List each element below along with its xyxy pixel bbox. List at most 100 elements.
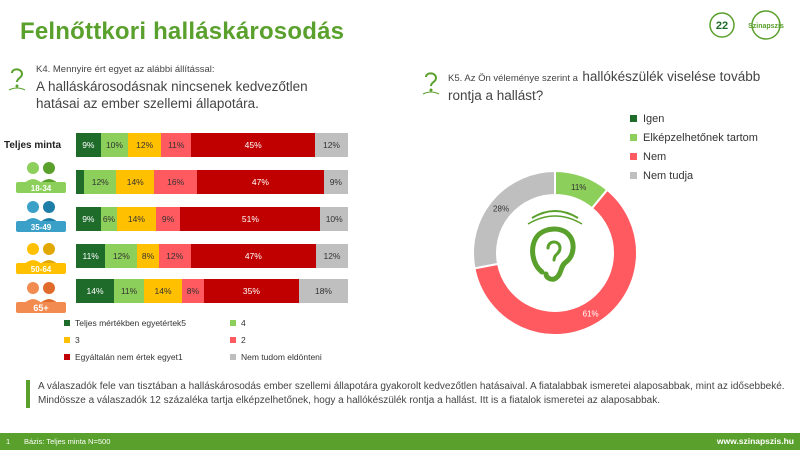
legend-item: 4 (230, 318, 246, 328)
legend-item: Teljes mértékben egyetértek5 (64, 318, 186, 328)
legend-item: Elképzelhetőnek tartom (630, 128, 758, 147)
avatar-35-49-icon: 35-49 (16, 201, 66, 232)
website-link[interactable]: www.szinapszis.hu (716, 436, 794, 446)
bar-segment: 9% (323, 170, 348, 194)
legend-swatch (630, 153, 637, 160)
bar-segment: 14% (117, 207, 156, 231)
bar-segment: 11% (114, 279, 144, 303)
bar-row: 9% 6% 14% 9% 51% 10% (76, 207, 348, 231)
bar-segment: 47% (197, 170, 324, 194)
legend-swatch (230, 354, 236, 360)
legend-label: Elképzelhetőnek tartom (643, 131, 758, 144)
legend-swatch (230, 320, 236, 326)
legend-label: Nem tudja (643, 169, 694, 182)
bar-segment: 8% (182, 279, 204, 303)
page-title: Felnőttkori halláskárosodás (20, 18, 345, 45)
bar-segment: 12% (128, 133, 162, 157)
szinapszis-logo-icon (751, 10, 781, 40)
legend-item: Nem tudja (630, 166, 758, 185)
question-ear-icon (422, 72, 440, 95)
legend-label: Nem (643, 150, 667, 163)
bar-segment: 14% (143, 279, 183, 303)
legend-item: Egyáltalán nem értek egyet1 (64, 352, 183, 362)
page-number: 1 (6, 437, 11, 446)
legend-item: Igen (630, 109, 758, 128)
bar-row: 9% 10% 12% 11% 45% 12% (76, 133, 348, 157)
legend-swatch (64, 337, 70, 343)
legend-swatch (630, 172, 637, 179)
bar-segment: 12% (84, 170, 117, 194)
bar-segment: 9% (76, 133, 101, 157)
bar-segment: 10% (100, 133, 129, 157)
bar-row: 12% 14% 16% 47% 9% (76, 170, 348, 194)
bar-segment: 11% (161, 133, 192, 157)
svg-text:Szinapszis: Szinapszis (748, 23, 784, 30)
bar-segment: 9% (155, 207, 181, 231)
avatar-50-64-icon: 50-64 (16, 243, 66, 274)
svg-text:35-49: 35-49 (31, 223, 52, 232)
donut-label: 61% (583, 309, 599, 318)
ear-icon (527, 210, 583, 282)
question-k4-label: K4. Mennyire ért egyet az alábbi állítás… (36, 64, 215, 75)
legend-item: 3 (64, 335, 80, 345)
bar-segment: 16% (154, 170, 198, 194)
logos: 22 Szinapszis (709, 10, 784, 40)
legend-label: Egyáltalán nem értek egyet1 (75, 352, 183, 362)
bar-segment: 47% (190, 244, 316, 268)
donut-legend: Igen Elképzelhetőnek tartom Nem Nem tudj… (630, 109, 758, 185)
legend-item: Nem (630, 147, 758, 166)
question-k5-prefix: K5. Az Ön véleménye szerint a (448, 73, 578, 84)
bar-segment: 12% (158, 244, 191, 268)
basis-note: Bázis: Teljes minta N=500 (24, 437, 111, 446)
legend-item: 2 (230, 335, 246, 345)
bar-row: 14% 11% 14% 8% 35% 18% (76, 279, 348, 303)
bar-segment: 11% (76, 244, 106, 268)
avatar-18-34-icon: 18-34 (16, 162, 66, 193)
legend-swatch (64, 320, 70, 326)
legend-swatch (230, 337, 236, 343)
donut-slice (472, 169, 556, 270)
legend-label: 3 (75, 335, 80, 345)
bar-segment: 35% (203, 279, 299, 303)
legend-label: 2 (241, 335, 246, 345)
summary-text: A válaszadók fele van tisztában a hallás… (26, 380, 786, 408)
bar-segment: 6% (100, 207, 118, 231)
legend-label: Igen (643, 112, 665, 125)
bar-segment: 45% (191, 133, 315, 157)
avatar-65-plus-icon: 65+ (16, 282, 66, 313)
donut-label: 28% (493, 204, 509, 213)
legend-label: Nem tudom eldönteni (241, 352, 322, 362)
bar-segment: 14% (116, 170, 155, 194)
row-label-total: Teljes minta (4, 140, 62, 151)
legend-label: Teljes mértékben egyetértek5 (75, 318, 187, 328)
anniversary-logo-icon (709, 12, 735, 38)
legend-swatch (630, 115, 637, 122)
question-k5-text: hallókészülék viselése tovább rontja a h… (448, 69, 761, 103)
legend-label: 4 (241, 318, 246, 328)
donut-label: 11% (571, 183, 586, 192)
bar-segment: 9% (76, 207, 101, 231)
bar-segment: 10% (320, 207, 348, 231)
bar-segment: 18% (299, 279, 348, 303)
footer: 1 Bázis: Teljes minta N=500 www.szinapsz… (0, 433, 800, 450)
bar-segment: 12% (105, 244, 138, 268)
donut-chart: 11% 61% 28% (472, 169, 638, 336)
svg-text:50-64: 50-64 (31, 265, 52, 274)
bar-segment: 8% (137, 244, 159, 268)
legend-swatch (630, 134, 637, 141)
bar-row: 11% 12% 8% 12% 47% 12% (76, 244, 348, 268)
bar-segment (76, 170, 85, 194)
bar-segment: 12% (315, 244, 348, 268)
svg-text:65+: 65+ (33, 303, 48, 313)
question-k4-statement: A halláskárosodásnak nincsenek kedvezőtl… (36, 79, 308, 111)
question-ear-icon (8, 68, 26, 91)
question-k5: K5. Az Ön véleménye szerint a hallókészü… (448, 68, 768, 104)
svg-text:18-34: 18-34 (31, 184, 52, 193)
legend-item: Nem tudom eldönteni (230, 352, 322, 362)
donut-slice (473, 188, 638, 336)
legend-swatch (64, 354, 70, 360)
bar-segment: 14% (76, 279, 115, 303)
svg-text:22: 22 (716, 20, 728, 32)
bar-segment: 12% (315, 133, 348, 157)
bar-segment: 51% (180, 207, 321, 231)
